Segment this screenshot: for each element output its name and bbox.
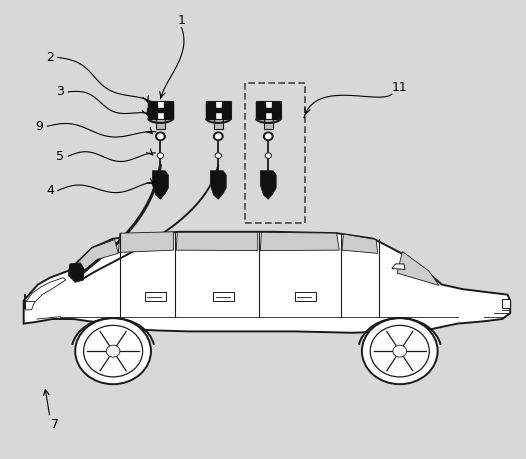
Polygon shape — [260, 171, 276, 199]
Text: 2: 2 — [46, 51, 54, 64]
Polygon shape — [164, 102, 173, 118]
Bar — [214, 119, 223, 129]
Polygon shape — [68, 263, 84, 282]
Polygon shape — [342, 234, 378, 253]
Polygon shape — [206, 102, 215, 118]
Polygon shape — [148, 102, 157, 118]
Polygon shape — [260, 232, 339, 251]
Polygon shape — [392, 264, 405, 269]
Circle shape — [158, 134, 163, 139]
Polygon shape — [153, 171, 168, 199]
Polygon shape — [157, 108, 164, 112]
Circle shape — [215, 153, 221, 158]
Circle shape — [84, 325, 143, 377]
Circle shape — [156, 132, 165, 140]
Text: 4: 4 — [46, 184, 54, 197]
Circle shape — [216, 134, 221, 139]
Circle shape — [266, 134, 271, 139]
Text: 11: 11 — [392, 81, 408, 94]
Polygon shape — [118, 232, 174, 252]
Polygon shape — [397, 252, 439, 285]
Bar — [213, 292, 234, 301]
Bar — [148, 101, 173, 119]
Text: 1: 1 — [178, 14, 185, 27]
Polygon shape — [256, 102, 265, 118]
Polygon shape — [265, 108, 271, 112]
Circle shape — [265, 153, 271, 158]
Text: 5: 5 — [56, 150, 65, 162]
Polygon shape — [221, 102, 230, 118]
Bar — [156, 119, 165, 129]
Polygon shape — [210, 171, 226, 199]
Bar — [295, 292, 316, 301]
Circle shape — [362, 318, 438, 384]
Polygon shape — [176, 232, 258, 251]
Circle shape — [157, 153, 164, 158]
Polygon shape — [68, 240, 118, 275]
Bar — [145, 292, 166, 301]
Circle shape — [370, 325, 429, 377]
Bar — [206, 101, 231, 119]
Polygon shape — [271, 102, 280, 118]
Bar — [256, 101, 281, 119]
Circle shape — [393, 345, 407, 357]
Text: 9: 9 — [36, 120, 43, 133]
Polygon shape — [25, 278, 66, 310]
Circle shape — [264, 132, 273, 140]
Circle shape — [106, 345, 120, 357]
Bar — [264, 119, 273, 129]
Text: 7: 7 — [51, 418, 59, 431]
Bar — [502, 299, 510, 308]
Bar — [245, 83, 305, 223]
Polygon shape — [24, 232, 510, 333]
Circle shape — [75, 318, 151, 384]
Text: 3: 3 — [57, 85, 64, 98]
Polygon shape — [215, 108, 221, 112]
Circle shape — [214, 132, 223, 140]
